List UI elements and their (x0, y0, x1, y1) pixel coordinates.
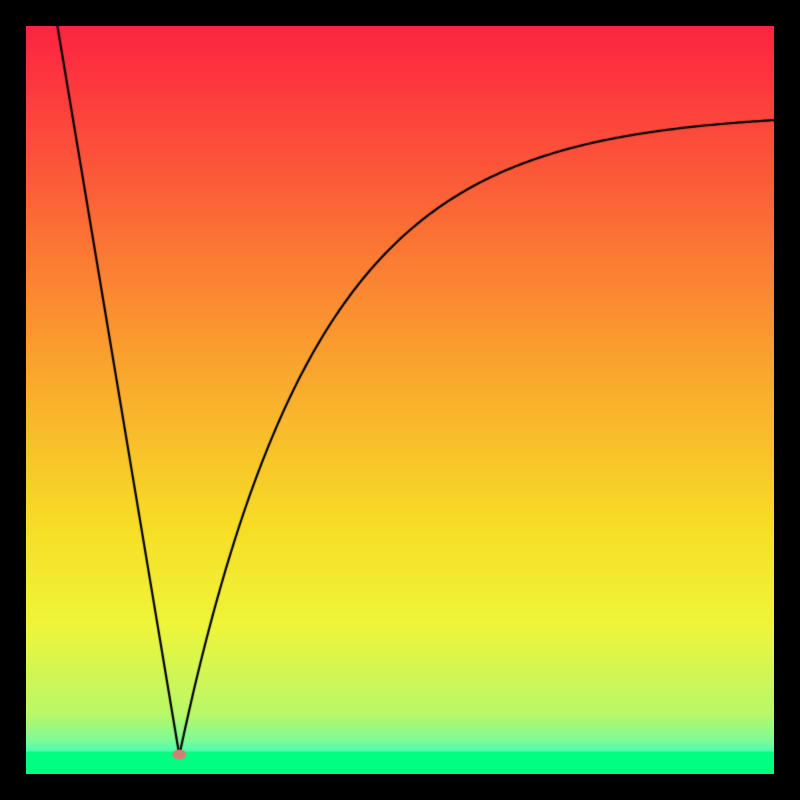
frame-right (774, 0, 800, 800)
frame-top (0, 0, 800, 26)
chart-canvas (26, 26, 774, 774)
bottleneck-chart (26, 26, 774, 774)
frame-left (0, 0, 26, 800)
frame-bottom (0, 774, 800, 800)
